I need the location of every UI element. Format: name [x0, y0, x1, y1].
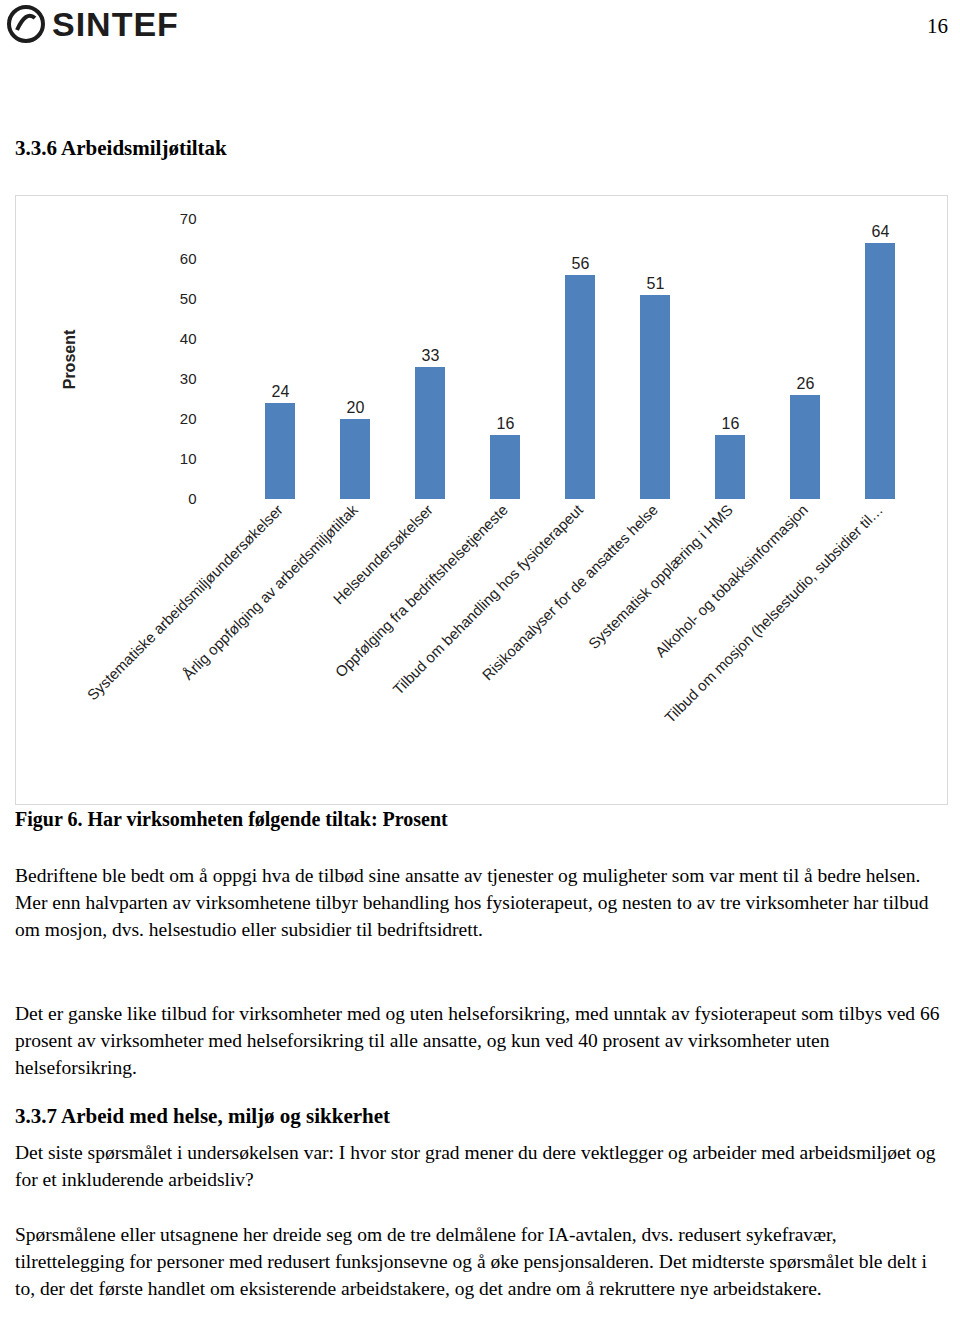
svg-text:16: 16	[497, 415, 515, 432]
svg-text:Oppfølging fra bedriftshelsetj: Oppfølging fra bedriftshelsetjeneste	[331, 501, 511, 681]
svg-text:Årlig oppfølging av arbeidsmil: Årlig oppfølging av arbeidsmiljøtiltak	[179, 501, 361, 683]
svg-text:33: 33	[422, 347, 440, 364]
html-text:Det siste spørsmålet i undersø: Det siste spørsmålet i undersøkelsen var…	[15, 1142, 936, 1190]
html-text:16: 16	[927, 14, 948, 38]
svg-text:20: 20	[180, 410, 197, 427]
svg-text:50: 50	[180, 290, 197, 307]
svg-text:30: 30	[180, 370, 197, 387]
html-text:3.3.7 Arbeid med helse, miljø: 3.3.7 Arbeid med helse, miljø og sikkerh…	[15, 1104, 391, 1128]
svg-text:60: 60	[180, 250, 197, 267]
svg-text:70: 70	[180, 210, 197, 227]
html-text:Bedriftene ble bedt om å oppgi: Bedriftene ble bedt om å oppgi hva de ti…	[15, 865, 929, 940]
svg-text:Systematisk opplæring i HMS: Systematisk opplæring i HMS	[585, 501, 736, 652]
svg-text:0: 0	[188, 490, 196, 507]
svg-text:56: 56	[572, 255, 590, 272]
svg-text:Tilbud om behandling hos fysio: Tilbud om behandling hos fysioterapeut	[389, 501, 586, 698]
svg-text:Risikoanalyser for de ansattes: Risikoanalyser for de ansattes helse	[478, 501, 661, 684]
svg-text:20: 20	[347, 399, 365, 416]
svg-text:Tilbud om mosjon (helsestudio,: Tilbud om mosjon (helsestudio, subsidier…	[661, 501, 886, 726]
html-text:3.3.6 Arbeidsmiljøtiltak: 3.3.6 Arbeidsmiljøtiltak	[15, 136, 227, 160]
svg-text:Alkohol- og tobakksinformasjon: Alkohol- og tobakksinformasjon	[652, 501, 811, 660]
svg-text:Systematiske arbeidsmiljøunder: Systematiske arbeidsmiljøundersøkelser	[83, 501, 286, 704]
svg-text:10: 10	[180, 450, 197, 467]
svg-text:64: 64	[872, 223, 890, 240]
html-text:SINTEF: SINTEF	[52, 4, 179, 43]
svg-text:51: 51	[647, 275, 665, 292]
svg-text:26: 26	[797, 375, 815, 392]
html-text:Det er ganske like tilbud for: Det er ganske like tilbud for virksomhet…	[15, 1003, 940, 1078]
svg-text:40: 40	[180, 330, 197, 347]
svg-text:16: 16	[722, 415, 740, 432]
svg-text:Helseundersøkelser: Helseundersøkelser	[329, 501, 436, 608]
svg-text:Prosent: Prosent	[61, 329, 78, 389]
svg-text:24: 24	[272, 383, 290, 400]
html-text:Figur 6. Har virksomheten følg: Figur 6. Har virksomheten følgende tilta…	[15, 808, 448, 830]
html-text:Spørsmålene eller utsagnene he: Spørsmålene eller utsagnene her dreide s…	[15, 1224, 927, 1299]
